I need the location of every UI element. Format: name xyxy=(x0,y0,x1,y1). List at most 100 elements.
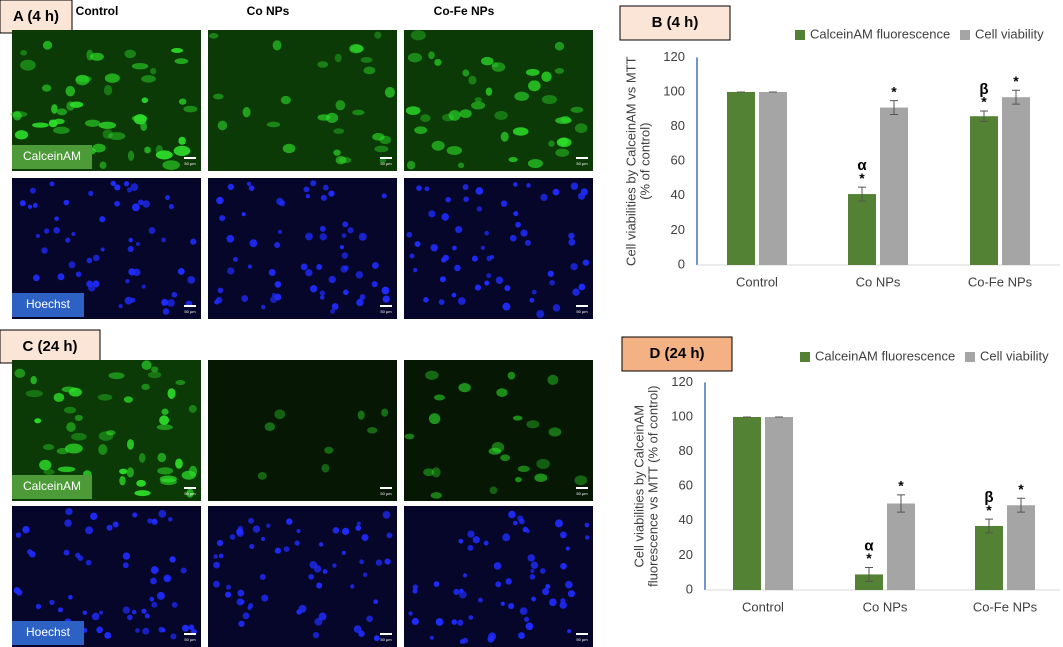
nucleus xyxy=(149,596,155,602)
cell xyxy=(508,157,518,163)
legend-swatch xyxy=(960,30,970,40)
nucleus xyxy=(217,287,224,294)
nucleus xyxy=(65,507,73,516)
y-axis-label: fluorescence vs MTT (% of control) xyxy=(645,386,660,587)
y-tick-label: 0 xyxy=(686,581,693,596)
cell xyxy=(407,52,423,63)
nucleus xyxy=(568,238,576,246)
y-tick-label: 40 xyxy=(671,187,685,202)
nucleus xyxy=(439,276,446,283)
nucleus xyxy=(330,309,335,314)
bar xyxy=(759,92,787,265)
cell xyxy=(474,97,482,103)
nucleus xyxy=(213,580,220,588)
y-tick-label: 120 xyxy=(663,49,685,64)
cell xyxy=(335,100,346,111)
cell xyxy=(335,155,347,165)
nucleus xyxy=(276,197,284,206)
nucleus xyxy=(518,632,525,640)
nucleus xyxy=(408,611,413,616)
nucleus xyxy=(164,576,170,581)
nucleus xyxy=(347,227,354,234)
nucleus xyxy=(559,601,567,609)
scale-bar-label: 50 µm xyxy=(576,491,588,496)
nucleus xyxy=(236,528,244,536)
nucleus xyxy=(241,212,246,217)
cell xyxy=(528,80,541,92)
nucleus xyxy=(585,535,590,540)
nucleus xyxy=(359,559,365,565)
significance-mark: * xyxy=(898,478,904,494)
scale-bar-label: 50 µm xyxy=(184,637,196,642)
nucleus xyxy=(371,262,379,269)
nucleus xyxy=(484,280,490,286)
nucleus xyxy=(435,618,444,626)
cell xyxy=(141,360,152,370)
nucleus xyxy=(560,598,566,604)
nucleus xyxy=(332,563,337,568)
nucleus xyxy=(526,183,531,188)
cell xyxy=(119,475,126,486)
cell xyxy=(104,73,120,83)
scale-bar xyxy=(576,487,588,489)
nucleus xyxy=(531,596,536,602)
cell xyxy=(98,121,117,129)
nucleus xyxy=(500,200,508,207)
nucleus xyxy=(305,269,313,277)
scale-bar xyxy=(576,305,588,307)
nucleus xyxy=(463,196,469,203)
channel-label: CalceinAM xyxy=(23,149,81,163)
nucleus xyxy=(570,182,579,190)
nucleus xyxy=(476,206,483,212)
nucleus xyxy=(343,289,349,296)
cell xyxy=(74,414,83,422)
nucleus xyxy=(341,252,349,259)
error-bar xyxy=(985,518,993,534)
cell xyxy=(428,413,441,425)
cell xyxy=(485,87,493,96)
nucleus xyxy=(128,237,133,243)
cell xyxy=(181,470,196,480)
cell xyxy=(512,415,523,421)
cell xyxy=(381,408,389,417)
nucleus xyxy=(141,284,146,289)
nucleus xyxy=(584,522,590,528)
cell xyxy=(150,67,157,75)
cell xyxy=(384,87,395,98)
cell xyxy=(491,62,506,72)
nucleus xyxy=(355,271,364,279)
channel-tag xyxy=(12,621,84,645)
cell xyxy=(280,95,291,105)
cell xyxy=(360,56,373,63)
cell xyxy=(141,97,149,104)
micrograph-bg xyxy=(208,178,397,319)
cell xyxy=(363,66,376,75)
nucleus xyxy=(520,229,528,237)
nucleus xyxy=(453,588,460,595)
nucleus xyxy=(118,304,123,309)
nucleus xyxy=(168,204,174,210)
nucleus xyxy=(142,200,150,208)
cell xyxy=(97,393,113,401)
nucleus xyxy=(27,204,33,209)
cell xyxy=(423,468,435,477)
nucleus xyxy=(512,520,518,526)
scale-bar xyxy=(576,633,588,635)
column-header: Co-Fe NPs xyxy=(434,4,495,18)
nucleus xyxy=(472,536,480,544)
nucleus xyxy=(57,607,63,613)
nucleus xyxy=(274,241,281,249)
cell xyxy=(471,101,486,110)
cell xyxy=(548,140,555,147)
nucleus xyxy=(341,550,346,555)
nucleus xyxy=(236,598,244,606)
cell xyxy=(431,140,445,151)
cell xyxy=(42,40,53,50)
cell xyxy=(56,108,68,116)
nucleus xyxy=(373,635,380,642)
nucleus xyxy=(509,234,517,242)
legend-label: Cell viability xyxy=(980,348,1049,363)
cell xyxy=(459,109,472,119)
nucleus xyxy=(531,289,537,295)
cell xyxy=(462,69,470,77)
